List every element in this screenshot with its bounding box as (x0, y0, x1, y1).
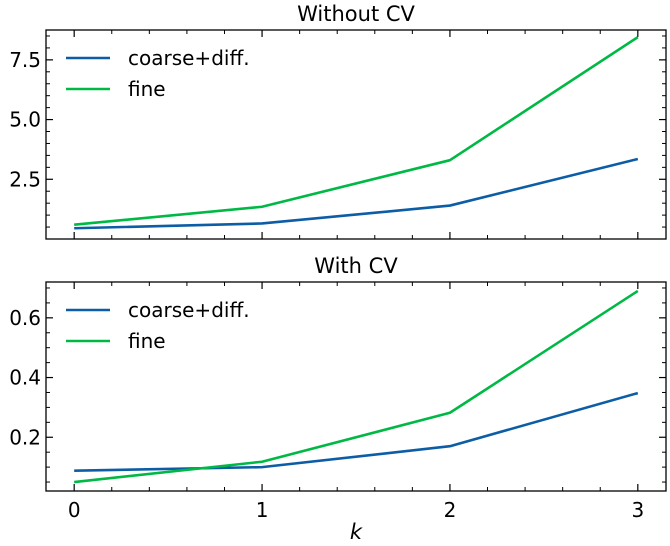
legend: coarse+diff. fine (66, 298, 250, 353)
chart-title: With CV (314, 254, 398, 278)
y-tick-label: 5.0 (9, 108, 41, 132)
series-line-coarse-diff (74, 391, 639, 472)
x-tick-label: 2 (444, 498, 457, 522)
series-line-fine (74, 289, 639, 484)
legend-label: fine (128, 329, 166, 353)
series-line-coarse-diff (74, 157, 639, 230)
y-tick-label: 0.4 (9, 366, 41, 390)
legend-label: coarse+diff. (128, 298, 250, 322)
plot-frame (45, 29, 667, 240)
legend-label: fine (128, 77, 166, 101)
y-tick-label: 0.6 (9, 306, 41, 330)
x-tick-label: 0 (68, 498, 81, 522)
x-tick-label: 1 (256, 498, 269, 522)
x-tick-label: 3 (631, 498, 644, 522)
panel-without-cv: Without CV 2.5 5.0 7.5 coarse+diff. fine (9, 2, 667, 240)
y-tick-label: 7.5 (9, 48, 41, 72)
panel-with-cv: With CV 0 1 2 3 0.2 0.4 0.6 coarse+diff. fine k (9, 254, 667, 544)
y-tick-label: 0.2 (9, 425, 41, 449)
plot-frame (45, 281, 667, 492)
y-tick-label: 2.5 (9, 167, 41, 191)
legend-label: coarse+diff. (128, 46, 250, 70)
x-axis-label: k (350, 520, 363, 544)
series-line-fine (74, 36, 639, 226)
chart-title: Without CV (297, 2, 415, 26)
legend: coarse+diff. fine (66, 46, 250, 101)
